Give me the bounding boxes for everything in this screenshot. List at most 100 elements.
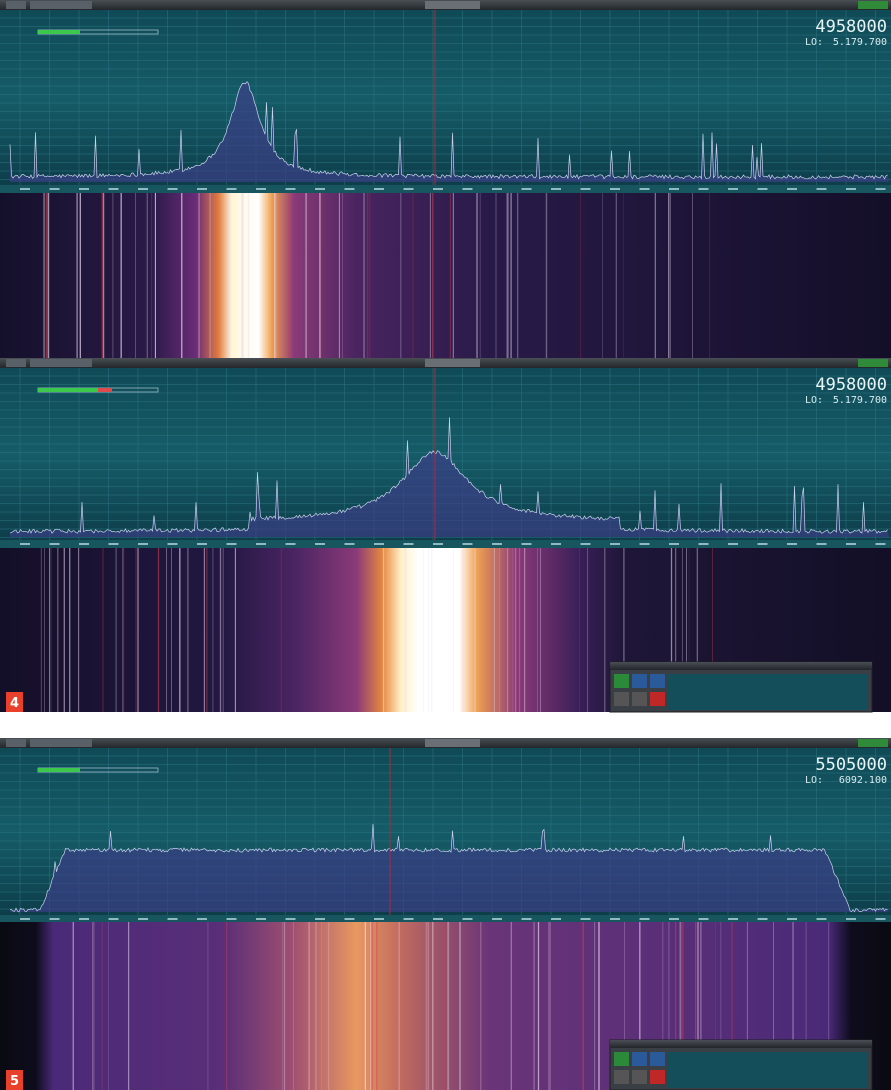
s-meter-over [98,388,112,392]
recorder-button[interactable] [614,1070,629,1084]
axis-tick [345,918,355,920]
axis-tick [256,918,266,920]
tab [30,359,92,367]
recorder-display [668,674,868,710]
axis-tick [846,918,856,920]
axis-tick [433,918,443,920]
axis-tick [50,918,60,920]
axis-tick [758,918,768,920]
recorder-button[interactable] [632,1052,647,1066]
axis-tick [610,188,620,190]
window-buttons [858,739,888,747]
axis-tick [758,543,768,545]
sdr-panel: 4958000LO:5.179.7004 [0,358,891,712]
axis-tick [463,188,473,190]
lo-frequency: 5.179.700 [833,395,887,406]
tab [30,1,92,9]
axis-tick [197,918,207,920]
axis-tick [610,543,620,545]
axis-tick [168,918,178,920]
axis-tick [227,543,237,545]
axis-tick [79,188,89,190]
axis-tick [522,918,532,920]
recorder-bar [610,1040,872,1048]
axis-tick [817,543,827,545]
axis-tick [846,188,856,190]
frequency-axis [0,915,891,922]
axis-tick [581,918,591,920]
axis-tick [551,188,561,190]
tab [425,1,480,9]
axis-tick [669,188,679,190]
tab [30,739,92,747]
recorder-button[interactable] [650,674,665,688]
axis-tick [50,543,60,545]
axis-tick [669,543,679,545]
axis-tick [699,918,709,920]
axis-tick [728,543,738,545]
screenshot: 4958000LO:5.179.7004958000LO:5.179.70045… [0,0,891,1090]
frequency-display: 4958000 [815,17,887,37]
axis-tick [109,188,119,190]
axis-tick [79,918,89,920]
axis-tick [138,918,148,920]
axis-tick [699,543,709,545]
axis-tick [551,543,561,545]
axis-tick [256,188,266,190]
axis-tick [404,188,414,190]
axis-tick [20,543,30,545]
axis-tick [728,188,738,190]
axis-tick [817,188,827,190]
tab [425,739,480,747]
recorder-button[interactable] [614,674,629,688]
axis-tick [374,188,384,190]
axis-tick [109,543,119,545]
axis-tick [79,543,89,545]
recorder-button[interactable] [614,692,629,706]
axis-tick [492,918,502,920]
recorder-button[interactable] [632,674,647,688]
axis-tick [699,188,709,190]
recorder-button[interactable] [650,1052,665,1066]
recorder-button[interactable] [650,692,665,706]
axis-tick [846,543,856,545]
axis-tick [669,918,679,920]
axis-tick [109,918,119,920]
axis-tick [876,188,886,190]
tab [6,739,26,747]
lo-frequency: 6092.100 [839,775,887,786]
axis-tick [138,543,148,545]
recorder-button[interactable] [632,692,647,706]
axis-tick [286,188,296,190]
axis-tick [168,188,178,190]
frequency-display: 5505000 [815,755,887,775]
lo-label: LO: [805,395,823,406]
window-buttons [858,359,888,367]
lo-frequency: 5.179.700 [833,37,887,48]
axis-tick [492,188,502,190]
lo-label: LO: [805,37,823,48]
axis-tick [758,188,768,190]
s-meter-level [38,388,98,392]
frequency-axis [0,540,891,548]
axis-tick [374,918,384,920]
recorder-button[interactable] [650,1070,665,1084]
axis-tick [20,918,30,920]
axis-tick [728,918,738,920]
axis-tick [197,543,207,545]
axis-tick [197,188,207,190]
axis-tick [433,543,443,545]
axis-tick [640,543,650,545]
axis-tick [256,543,266,545]
axis-tick [610,918,620,920]
recorder-button[interactable] [632,1070,647,1084]
axis-tick [551,918,561,920]
axis-tick [876,543,886,545]
recorder-button[interactable] [614,1052,629,1066]
axis-tick [315,188,325,190]
axis-tick [345,543,355,545]
axis-tick [227,188,237,190]
s-meter-level [38,30,80,34]
